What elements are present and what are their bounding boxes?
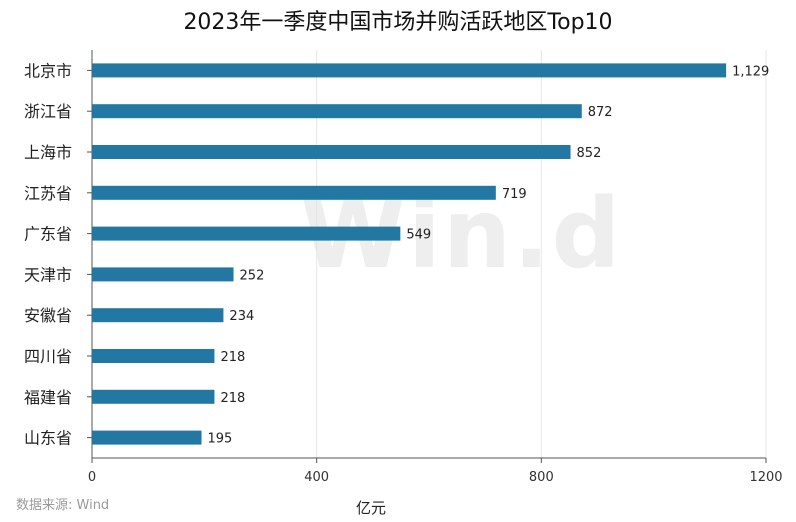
category-label-7: 四川省 xyxy=(24,347,72,366)
x-tick-label-1: 400 xyxy=(304,470,329,485)
bar-5 xyxy=(92,267,234,282)
category-label-8: 福建省 xyxy=(24,388,72,407)
value-label-6: 234 xyxy=(229,309,254,324)
value-label-0: 1,129 xyxy=(732,64,769,79)
value-label-4: 549 xyxy=(406,228,431,243)
value-label-8: 218 xyxy=(220,391,245,406)
x-tick-label-3: 1200 xyxy=(749,470,782,485)
category-label-1: 浙江省 xyxy=(24,102,72,121)
category-label-5: 天津市 xyxy=(24,265,72,284)
category-label-6: 安徽省 xyxy=(24,306,72,325)
category-label-0: 北京市 xyxy=(24,61,72,80)
x-tick-label-0: 0 xyxy=(88,470,96,485)
category-label-4: 广东省 xyxy=(24,225,72,244)
category-label-2: 上海市 xyxy=(24,143,72,162)
bar-3 xyxy=(92,185,496,200)
value-label-2: 852 xyxy=(577,146,602,161)
chart-title: 2023年一季度中国市场并购活跃地区Top10 xyxy=(183,10,613,35)
category-label-9: 山东省 xyxy=(24,429,72,448)
x-tick-label-2: 800 xyxy=(529,470,554,485)
value-label-1: 872 xyxy=(588,105,613,120)
bar-0 xyxy=(92,63,727,78)
bar-8 xyxy=(92,389,215,404)
bar-4 xyxy=(92,226,401,241)
bar-2 xyxy=(92,145,571,159)
bar-9 xyxy=(92,430,202,445)
value-label-7: 218 xyxy=(220,350,245,365)
value-label-3: 719 xyxy=(502,187,527,202)
source-note: 数据来源: Wind xyxy=(16,498,110,513)
x-axis-label: 亿元 xyxy=(356,499,387,517)
bar-7 xyxy=(92,349,215,363)
bar-6 xyxy=(92,308,224,323)
value-label-9: 195 xyxy=(208,432,233,447)
bar-1 xyxy=(92,104,582,119)
category-label-3: 江苏省 xyxy=(24,184,72,203)
value-label-5: 252 xyxy=(240,268,265,283)
